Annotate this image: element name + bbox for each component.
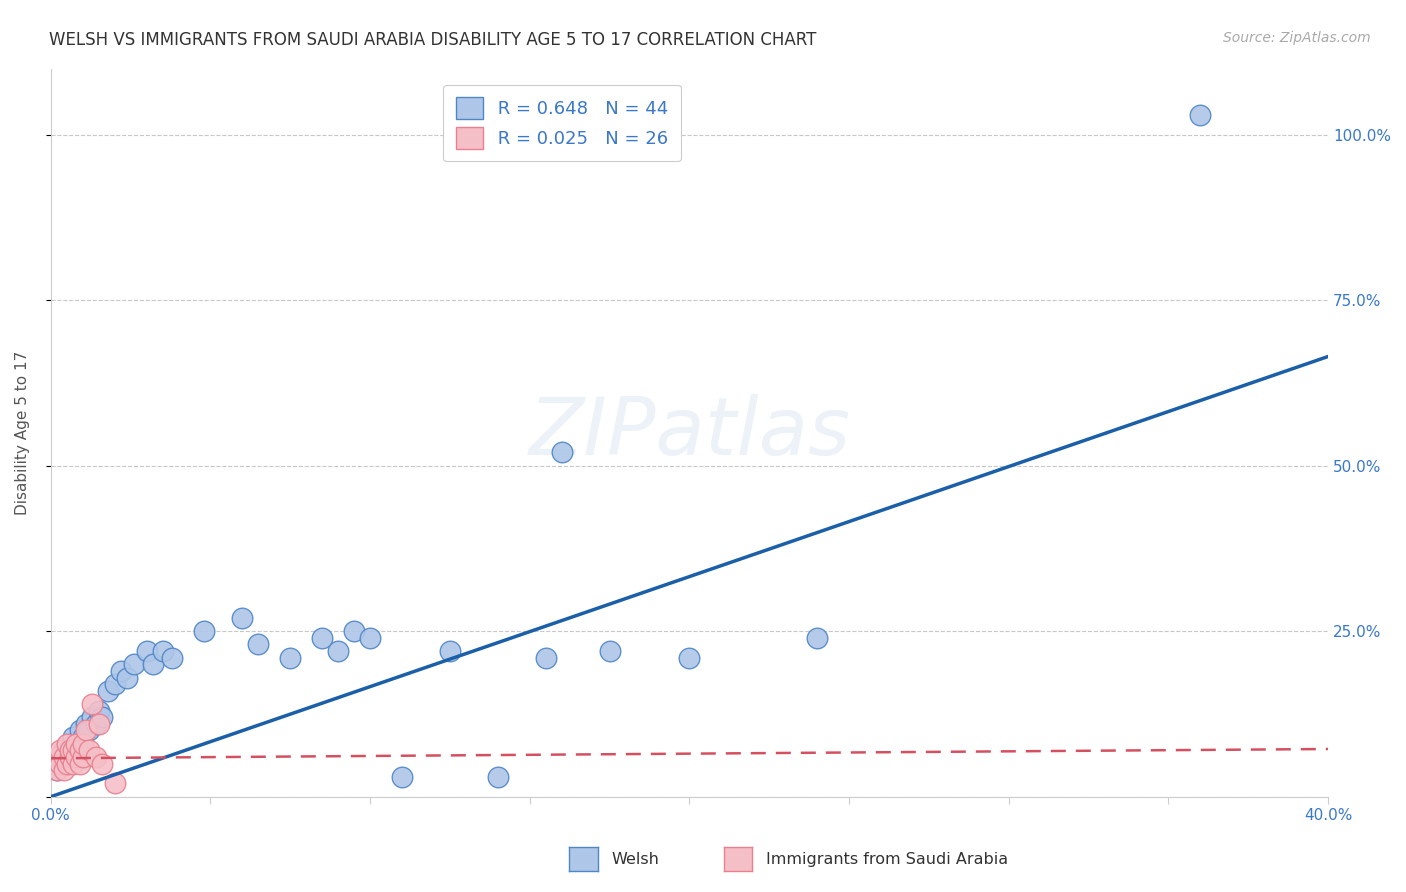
Point	[142, 657, 165, 672]
Point	[87, 704, 110, 718]
Point	[193, 624, 215, 639]
Point	[231, 611, 253, 625]
Point	[69, 743, 91, 757]
Point	[678, 650, 700, 665]
Point	[97, 683, 120, 698]
Point	[311, 631, 333, 645]
Point	[46, 763, 69, 777]
Point	[160, 650, 183, 665]
Point	[62, 730, 84, 744]
Point	[49, 756, 72, 771]
Point	[56, 756, 79, 771]
Point	[439, 644, 461, 658]
Point	[152, 644, 174, 658]
Point	[135, 644, 157, 658]
Point	[59, 750, 82, 764]
Point	[72, 737, 94, 751]
Text: Welsh: Welsh	[612, 852, 659, 867]
Point	[46, 763, 69, 777]
Point	[69, 723, 91, 738]
Point	[62, 743, 84, 757]
Point	[84, 717, 107, 731]
Point	[72, 730, 94, 744]
Point	[65, 750, 87, 764]
Text: Immigrants from Saudi Arabia: Immigrants from Saudi Arabia	[766, 852, 1008, 867]
Point	[90, 710, 112, 724]
Point	[122, 657, 145, 672]
Point	[343, 624, 366, 639]
Point	[599, 644, 621, 658]
Point	[59, 743, 82, 757]
Legend:  R = 0.648   N = 44,  R = 0.025   N = 26: R = 0.648 N = 44, R = 0.025 N = 26	[443, 85, 681, 161]
Point	[75, 717, 97, 731]
Point	[77, 723, 100, 738]
Point	[90, 756, 112, 771]
Point	[49, 743, 72, 757]
Point	[328, 644, 350, 658]
Point	[62, 756, 84, 771]
Point	[359, 631, 381, 645]
Point	[75, 723, 97, 738]
Point	[84, 750, 107, 764]
Point	[56, 737, 79, 751]
Point	[806, 631, 828, 645]
Point	[59, 737, 82, 751]
Point	[49, 756, 72, 771]
Point	[52, 750, 75, 764]
Point	[117, 671, 139, 685]
Y-axis label: Disability Age 5 to 17: Disability Age 5 to 17	[15, 351, 30, 515]
Point	[278, 650, 301, 665]
Point	[551, 445, 574, 459]
Point	[104, 677, 127, 691]
Point	[82, 710, 104, 724]
Point	[69, 756, 91, 771]
Point	[46, 750, 69, 764]
Point	[52, 743, 75, 757]
Point	[77, 743, 100, 757]
Point	[52, 763, 75, 777]
Point	[52, 750, 75, 764]
Text: WELSH VS IMMIGRANTS FROM SAUDI ARABIA DISABILITY AGE 5 TO 17 CORRELATION CHART: WELSH VS IMMIGRANTS FROM SAUDI ARABIA DI…	[49, 31, 817, 49]
Point	[104, 776, 127, 790]
Point	[110, 664, 132, 678]
Point	[247, 637, 270, 651]
Point	[65, 737, 87, 751]
Point	[65, 737, 87, 751]
Point	[59, 750, 82, 764]
Text: Source: ZipAtlas.com: Source: ZipAtlas.com	[1223, 31, 1371, 45]
Point	[62, 743, 84, 757]
Point	[87, 717, 110, 731]
Point	[1189, 108, 1212, 122]
Point	[391, 770, 413, 784]
Text: ZIPatlas: ZIPatlas	[529, 393, 851, 472]
Point	[72, 750, 94, 764]
Point	[82, 697, 104, 711]
Point	[534, 650, 557, 665]
Point	[56, 756, 79, 771]
Point	[486, 770, 509, 784]
Point	[42, 756, 65, 771]
